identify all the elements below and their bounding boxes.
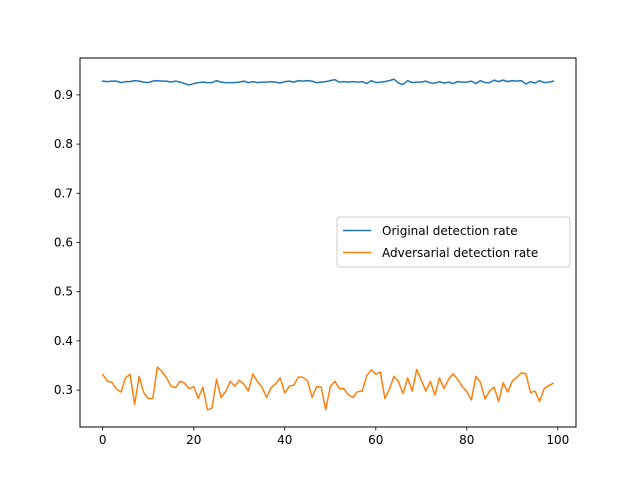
y-tick-label: 0.8 xyxy=(54,137,73,151)
legend-box xyxy=(336,216,571,268)
x-tick-label: 60 xyxy=(368,433,383,447)
x-tick-label: 40 xyxy=(277,433,292,447)
y-axis: 0.3 0.4 0.5 0.6 0.7 0.8 0.9 xyxy=(54,88,80,397)
y-tick-label: 0.3 xyxy=(54,383,73,397)
y-tick-label: 0.4 xyxy=(54,334,73,348)
legend-label-adversarial: Adversarial detection rate xyxy=(382,246,538,260)
plot-series xyxy=(101,78,555,411)
legend: Original detection rate Adversarial dete… xyxy=(336,216,571,268)
series-line-original xyxy=(101,78,555,86)
y-tick-label: 0.7 xyxy=(54,186,73,200)
x-tick-label: 20 xyxy=(186,433,201,447)
plot-frame xyxy=(79,57,577,428)
y-tick-label: 0.6 xyxy=(54,236,73,250)
x-axis: 0 20 40 60 80 100 xyxy=(99,427,569,447)
y-tick-label: 0.5 xyxy=(54,285,73,299)
legend-label-original: Original detection rate xyxy=(382,224,518,238)
y-tick-label: 0.9 xyxy=(54,88,73,102)
x-tick-label: 0 xyxy=(99,433,107,447)
x-tick-label: 100 xyxy=(546,433,569,447)
x-tick-label: 80 xyxy=(459,433,474,447)
series-line-adversarial xyxy=(101,366,555,411)
